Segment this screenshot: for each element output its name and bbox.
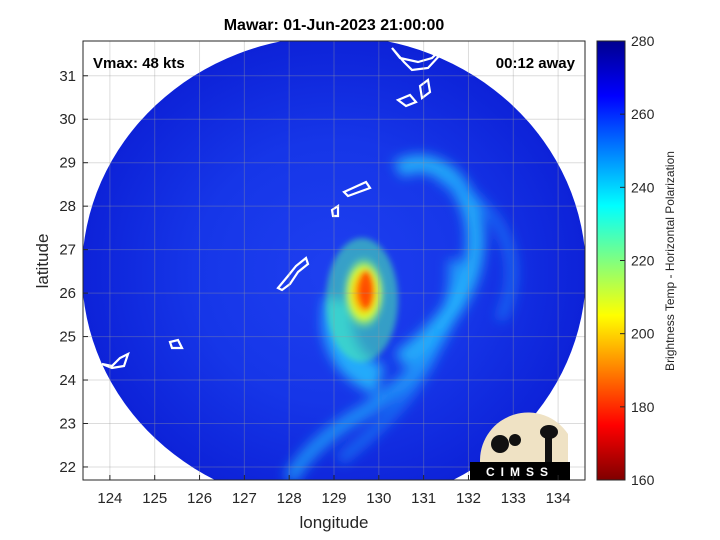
colorbar: 160 180 200 220 240 260 280 Brightness Temp - … xyxy=(596,33,677,488)
time-offset-annotation: 00:12 away xyxy=(496,55,576,72)
y-tick-label: 25 xyxy=(59,329,76,346)
coastline-tokunoshima xyxy=(330,203,340,218)
x-tick-label: 125 xyxy=(142,490,167,507)
y-tick-label: 29 xyxy=(59,155,76,172)
swath-image xyxy=(83,41,585,480)
y-tick-label: 28 xyxy=(59,198,76,215)
coastline-kyushu xyxy=(391,43,447,72)
x-tick-label: 132 xyxy=(456,490,481,507)
logo-dish xyxy=(491,435,509,453)
vmax-annotation: Vmax: 48 kts xyxy=(93,55,185,72)
colorbar-tick-label: 260 xyxy=(631,106,655,122)
x-tick-label: 130 xyxy=(366,490,391,507)
colorbar-ticks: 160 180 200 220 240 260 280 xyxy=(620,33,655,488)
coastline-amami xyxy=(342,180,372,198)
outer-rainband-south xyxy=(283,259,463,480)
coastline-yakushima xyxy=(418,78,432,100)
colorbar-tick-label: 200 xyxy=(631,326,655,342)
logo-dish-2 xyxy=(509,434,521,446)
logo-tower xyxy=(545,436,552,462)
coastlines xyxy=(101,43,447,370)
y-tick-label: 30 xyxy=(59,111,76,128)
coastline-ishigaki xyxy=(168,338,184,350)
y-tick-label: 23 xyxy=(59,415,76,432)
logo-text: CIMSS xyxy=(486,465,554,479)
outer-rainband-southeast xyxy=(336,328,445,464)
y-tick-label: 26 xyxy=(59,285,76,302)
x-tick-label: 134 xyxy=(546,490,571,507)
x-tick-label: 129 xyxy=(321,490,346,507)
x-axis-ticks: 124 125 126 127 128 129 130 131 132 133 134 xyxy=(97,475,571,507)
y-axis-ticks: 22 23 24 25 26 27 28 29 30 31 xyxy=(59,68,88,476)
colorbar-tick-label: 220 xyxy=(631,253,655,269)
cimss-logo: CIMSS xyxy=(470,412,570,480)
x-axis-label: longitude xyxy=(299,513,368,532)
x-tick-label: 131 xyxy=(411,490,436,507)
y-tick-label: 27 xyxy=(59,242,76,259)
x-tick-label: 126 xyxy=(187,490,212,507)
chart-title: Mawar: 01-Jun-2023 21:00:00 xyxy=(224,17,445,34)
y-tick-label: 22 xyxy=(59,459,76,476)
swath-disk xyxy=(83,41,585,480)
x-tick-label: 128 xyxy=(277,490,302,507)
colorbar-tick-label: 160 xyxy=(631,472,655,488)
x-tick-label: 133 xyxy=(501,490,526,507)
y-tick-label: 24 xyxy=(59,372,76,389)
logo-band xyxy=(470,462,570,480)
outer-rainband-east xyxy=(438,175,517,323)
coastline-tanegashima xyxy=(395,93,418,108)
plot-area: Vmax: 48 kts 00:12 away CIMSS xyxy=(82,40,586,481)
x-tick-label: 124 xyxy=(97,490,122,507)
colorbar-tick-label: 280 xyxy=(631,33,655,49)
logo-tank xyxy=(540,425,558,439)
colorbar-tick-label: 240 xyxy=(631,179,655,195)
coastline-iriomote xyxy=(101,351,130,370)
y-axis-label: latitude xyxy=(33,234,52,289)
inner-core-peak xyxy=(358,270,374,310)
colorbar-tick-label: 180 xyxy=(631,399,655,415)
y-tick-label: 31 xyxy=(59,68,76,85)
grid xyxy=(83,41,585,480)
colorbar-label: Brightness Temp - Horizontal Polarizatio… xyxy=(663,151,677,371)
coastline-okinawa xyxy=(276,256,310,292)
outer-rainband-north xyxy=(393,154,485,368)
x-tick-label: 127 xyxy=(232,490,257,507)
